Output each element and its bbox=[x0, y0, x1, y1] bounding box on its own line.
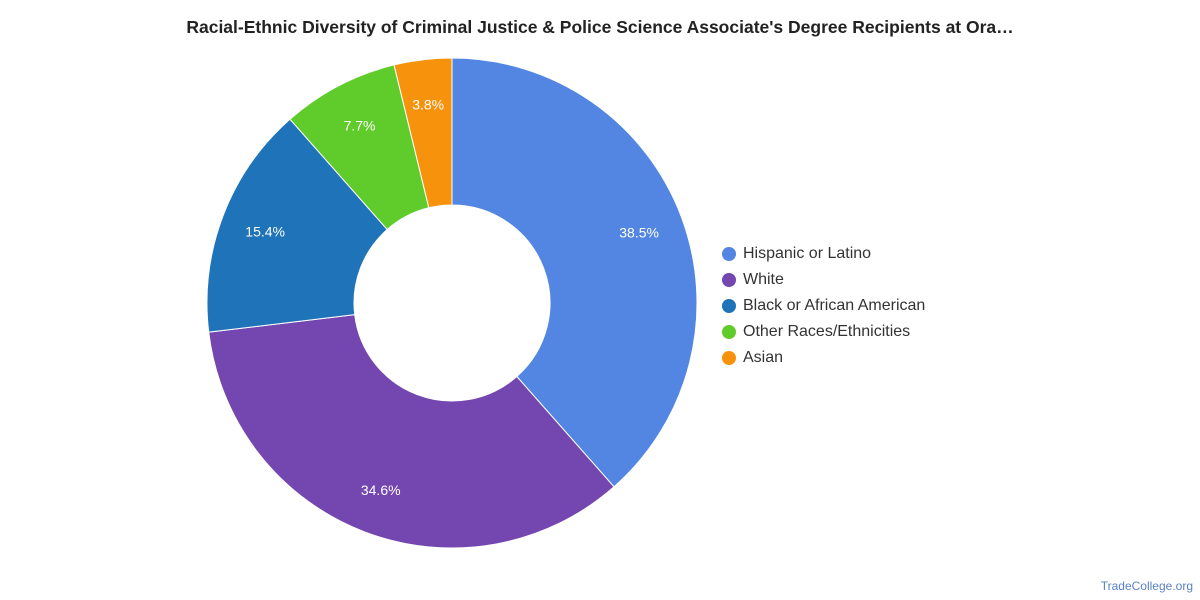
slice-value-label: 7.7% bbox=[344, 118, 376, 134]
legend-label: Other Races/Ethnicities bbox=[743, 323, 911, 340]
donut-slice-white[interactable] bbox=[208, 314, 615, 549]
chart-legend: Hispanic or Latino White Black or Africa… bbox=[722, 241, 925, 371]
legend-label: Black or African American bbox=[743, 297, 926, 314]
watermark-link[interactable]: TradeCollege.org bbox=[1100, 579, 1193, 593]
donut-slice-hispanic-or-latino[interactable] bbox=[451, 57, 698, 488]
legend-swatch bbox=[722, 273, 736, 287]
legend-swatch bbox=[722, 325, 736, 339]
legend-item-asian[interactable]: Asian bbox=[722, 345, 925, 371]
slice-value-label: 38.5% bbox=[619, 224, 659, 240]
legend-swatch bbox=[722, 299, 736, 313]
legend-label: Asian bbox=[743, 349, 784, 366]
legend-swatch bbox=[722, 351, 736, 365]
legend-label: Hispanic or Latino bbox=[743, 245, 872, 262]
legend-item-hispanic-or-latino[interactable]: Hispanic or Latino bbox=[722, 241, 925, 267]
slice-value-label: 3.8% bbox=[412, 96, 444, 112]
chart-title: Racial-Ethnic Diversity of Criminal Just… bbox=[186, 17, 1014, 37]
legend-label: White bbox=[743, 271, 784, 288]
legend-item-black-or-african-american[interactable]: Black or African American bbox=[722, 293, 925, 319]
slice-value-label: 15.4% bbox=[245, 224, 285, 240]
legend-item-white[interactable]: White bbox=[722, 267, 925, 293]
slice-value-label: 34.6% bbox=[361, 482, 401, 498]
donut-slice-black-or-african-american[interactable] bbox=[206, 118, 388, 333]
donut-slice-asian[interactable] bbox=[393, 57, 453, 209]
legend-swatch bbox=[722, 247, 736, 261]
legend-item-other-races-ethnicities[interactable]: Other Races/Ethnicities bbox=[722, 319, 925, 345]
